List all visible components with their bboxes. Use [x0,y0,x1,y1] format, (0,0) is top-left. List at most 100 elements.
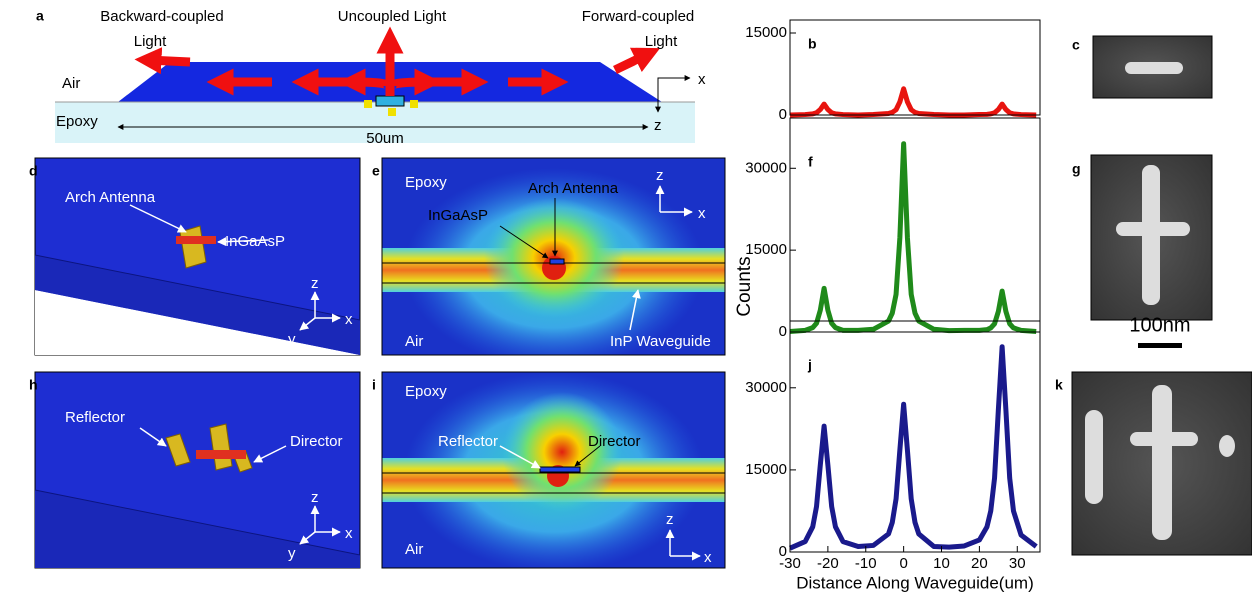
axis-label: z [311,275,319,292]
epoxy-layer [55,102,695,143]
y-tick-label: 0 [779,323,787,340]
axis-label: z [311,489,319,506]
light-arrows [134,26,661,96]
panel-label: i [372,377,376,393]
label: Director [290,433,343,450]
particle [1085,410,1103,504]
pointer [139,427,167,447]
particle [1125,62,1183,74]
label: Light [645,33,678,50]
label: Epoxy [405,383,447,400]
data-line [789,141,1037,334]
scale-label: 100nm [1129,314,1190,336]
antenna [539,466,581,473]
panel-label: f [808,154,813,170]
scale-bar [1138,343,1182,348]
frame [381,371,726,569]
pointer [499,445,541,469]
axis-label: z [654,117,662,134]
label: Reflector [438,433,498,450]
pointer [129,204,187,233]
label: Air [405,541,423,558]
label: Air [62,75,80,92]
plot-frame [789,117,1041,333]
x-tick-label: 20 [971,555,988,572]
label: Epoxy [56,113,98,130]
axis-label: z [656,167,664,184]
pointer [217,237,269,247]
pointer [499,225,549,259]
panel-label: e [372,163,380,179]
particle [1130,432,1198,446]
axes [299,291,341,331]
panel-label: a [36,8,44,24]
reflector [165,433,191,467]
axis-label: x [345,311,353,328]
x-tick-label: 30 [1009,555,1026,572]
axes [299,505,341,545]
label: Epoxy [405,174,447,191]
label: Reflector [65,409,125,426]
axes [665,529,701,561]
edge [34,254,361,321]
gain [196,450,246,459]
label: InGaAsP [428,207,488,224]
particle [1116,222,1190,236]
x-tick-label: -20 [817,555,839,572]
label: Arch Antenna [528,180,619,197]
element [364,100,372,108]
gain [176,236,216,244]
label: 50um [366,130,404,147]
y-tick-label: 30000 [745,159,787,176]
y-tick-label: 30000 [745,379,787,396]
x-tick-label: 10 [933,555,950,572]
axes [655,185,693,217]
label: Air [405,333,423,350]
x-tick-label: 0 [899,555,907,572]
antenna [549,258,565,265]
panel-label: k [1055,377,1063,393]
axis-label: x [345,525,353,542]
y-axis-label: Counts [734,256,755,316]
panel-label: j [807,357,812,373]
particle [1152,385,1172,540]
panel-label: d [29,163,38,179]
data-line [789,344,1038,551]
frame [381,157,726,356]
axis-label: x [698,71,706,88]
pointer [629,289,641,331]
label: Arch Antenna [65,189,156,206]
panel-label: g [1072,161,1081,177]
axis-label: x [698,205,706,222]
element [388,108,396,116]
label: Director [588,433,641,450]
x-axis-label: Distance Along Waveguide(um) [796,573,1034,592]
x-tick-label: -10 [855,555,877,572]
panel-label: h [29,377,38,393]
axis [657,75,691,88]
y-tick-label: 15000 [745,461,787,478]
panel-e: e Epoxy Arch Antenna InGaAsP Air InP Wav… [372,157,726,356]
panel-label: c [1072,37,1080,53]
axis-label: y [288,545,296,562]
y-tick-label: 15000 [745,24,787,41]
y-tick-label: 0 [779,106,787,123]
plot-frame [789,320,1041,553]
axis-label: x [704,549,712,566]
data-line [789,86,1037,118]
sem-images: c g k 100nm [1055,35,1252,556]
y-tick-label: 0 [779,543,787,560]
label: Backward-coupled [100,8,223,25]
panel-a: a Backward-coupled Light Uncoupled Light… [36,8,706,147]
axis-label: y [288,331,296,348]
pointer [574,445,601,467]
y-tick-label: 15000 [745,241,787,258]
element [410,100,418,108]
label: InP Waveguide [610,333,711,350]
label: InGaAsP [225,233,285,250]
label: Light [134,33,167,50]
panel-h: h Reflector Director z x y [29,371,361,569]
x-tick-label: -30 [779,555,801,572]
waveguide [35,490,360,568]
